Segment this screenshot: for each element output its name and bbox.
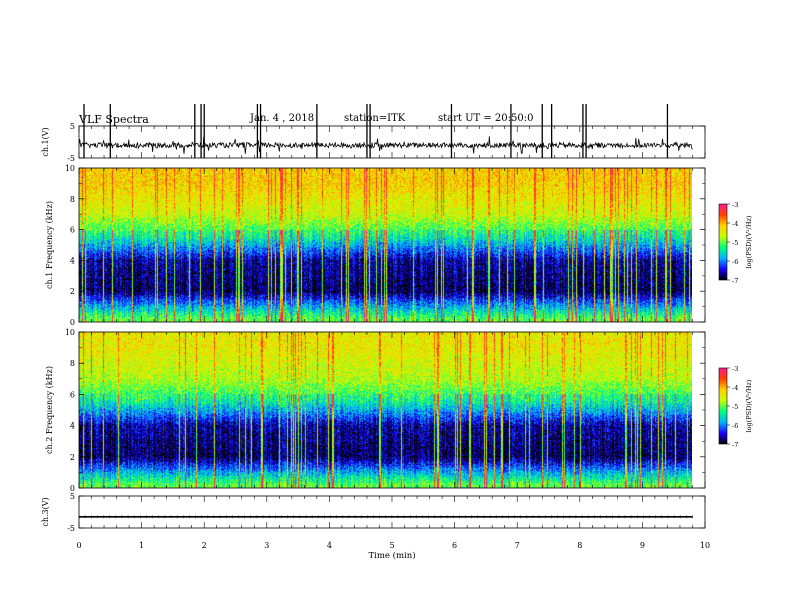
y-tick-label: 0 (70, 318, 75, 327)
colorbar-tick-label: -7 (732, 441, 738, 449)
x-tick-label: 9 (640, 541, 645, 550)
chart-title: VLF Spectra (79, 113, 149, 126)
y-tick-label: 5 (70, 492, 75, 501)
x-tick-label: 6 (452, 541, 457, 550)
y-tick-label: 6 (70, 226, 75, 235)
colorbar-tick-label: -3 (732, 201, 738, 209)
ch1-voltage-label: ch.1(V) (41, 127, 50, 156)
y-tick-label: 8 (70, 359, 75, 368)
colorbar-tick-label: -5 (732, 239, 738, 247)
y-tick-label: 5 (70, 122, 75, 131)
y-tick-label: 6 (70, 390, 75, 399)
colorbar-label: log(PSD)(V²/Hz) (745, 215, 753, 268)
x-tick-label: 5 (389, 541, 394, 550)
y-tick-label: -5 (67, 154, 75, 163)
x-tick-label: 0 (76, 541, 81, 550)
y-tick-label: 4 (70, 256, 75, 265)
y-tick-label: 2 (70, 453, 75, 462)
colorbar-ch1 (718, 203, 728, 281)
colorbar-tick-label: -3 (732, 365, 738, 373)
colorbar-tick-label: -7 (732, 277, 738, 285)
ch3-voltage-label: ch.3(V) (41, 497, 50, 526)
y-tick-label: 2 (70, 287, 75, 296)
colorbar-tick-label: -4 (732, 384, 738, 392)
x-tick-label: 2 (202, 541, 207, 550)
x-tick-label: 7 (515, 541, 520, 550)
y-tick-label: 8 (70, 195, 75, 204)
x-tick-label: 4 (327, 541, 332, 550)
x-tick-label: 8 (577, 541, 582, 550)
y-tick-label: 0 (70, 484, 75, 493)
waveform-ch1 (78, 136, 693, 154)
x-tick-label: 3 (264, 541, 269, 550)
y-tick-label: 10 (65, 328, 75, 337)
spectrogram-ch2 (79, 332, 692, 488)
spectrogram-ch1 (79, 168, 692, 322)
date-label: Jan. 4 , 2018 (250, 113, 315, 124)
colorbar-ch2 (718, 367, 728, 445)
y-tick-label: 10 (65, 164, 75, 173)
colorbar-tick-label: -4 (732, 220, 738, 228)
start-time-label: start UT = 20:50:0 (438, 113, 534, 124)
x-axis-label: Time (min) (368, 550, 415, 561)
x-tick-label: 1 (139, 541, 144, 550)
y-tick-label: -5 (67, 524, 75, 533)
y-tick-label: 4 (70, 422, 75, 431)
x-tick-label: 10 (700, 541, 710, 550)
colorbar-tick-label: -6 (732, 422, 738, 430)
colorbar-tick-label: -6 (732, 258, 738, 266)
colorbar-label: log(PSD)(V²/Hz) (745, 379, 753, 432)
ch2-frequency-label: ch.2 Frequency (kHz) (45, 366, 54, 454)
colorbar-tick-label: -5 (732, 403, 738, 411)
ch1-frequency-label: ch.1 Frequency (kHz) (45, 201, 54, 289)
station-label: station=ITK (344, 113, 406, 124)
